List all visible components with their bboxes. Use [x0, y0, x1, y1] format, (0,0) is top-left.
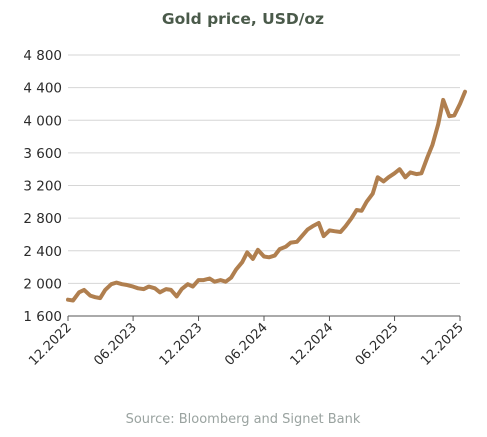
y-tick-label: 4 400: [23, 81, 62, 97]
y-tick-label: 2 000: [23, 276, 62, 292]
gold-price-line: [66, 89, 467, 303]
x-tick-label: 06.2025: [353, 320, 402, 369]
x-tick-label: 12.2023: [157, 320, 206, 369]
source-note: Source: Bloomberg and Signet Bank: [126, 412, 361, 427]
y-tick-label: 2 800: [23, 211, 62, 227]
chart-title: Gold price, USD/oz: [162, 10, 324, 28]
x-tick-label: 06.2024: [222, 320, 271, 369]
y-tick-label: 3 600: [23, 146, 62, 162]
series-layer: [66, 89, 467, 303]
x-tick-label: 12.2024: [288, 320, 337, 369]
y-tick-label: 4 800: [23, 48, 62, 64]
x-tick-label: 06.2023: [91, 320, 140, 369]
x-tick-label: 12.2022: [26, 320, 75, 369]
x-axis-ticks: 12.2022 06.2023 12.2023 06.2024 12.2024 06.20…: [26, 316, 467, 369]
y-axis-ticks: 1 600 2 000 2 400 2 800 3 200 3 600 4 000 4 400…: [23, 48, 62, 325]
x-tick-label: 12.2025: [418, 320, 467, 369]
y-tick-label: 4 000: [23, 113, 62, 129]
y-tick-label: 3 200: [23, 179, 62, 195]
grid: [68, 54, 460, 284]
y-tick-label: 2 400: [23, 244, 62, 260]
y-tick-label: 1 600: [23, 309, 62, 325]
